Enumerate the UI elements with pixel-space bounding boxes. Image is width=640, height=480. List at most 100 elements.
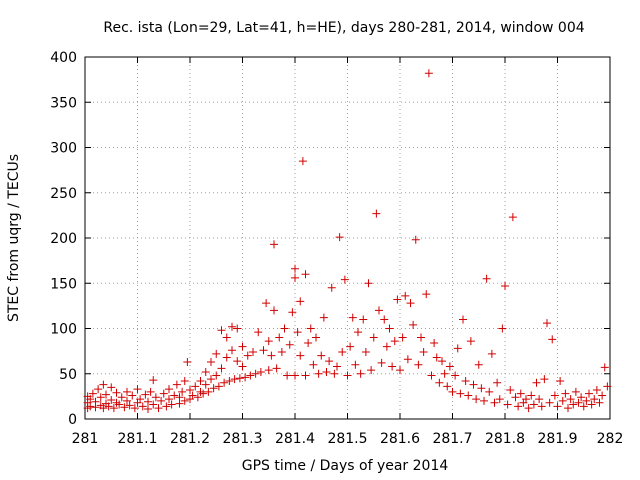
data-point (267, 351, 276, 360)
data-point (322, 367, 331, 376)
data-point (485, 387, 494, 396)
data-point (186, 386, 194, 395)
data-point (138, 402, 147, 411)
data-point (461, 376, 470, 385)
data-point (579, 402, 588, 411)
data-point (364, 279, 373, 288)
data-point (146, 387, 155, 396)
data-point (388, 362, 397, 371)
data-point (183, 357, 192, 366)
data-point (304, 338, 313, 347)
data-point (493, 378, 502, 387)
data-point (438, 357, 446, 366)
data-point (435, 378, 444, 387)
y-tick-label: 300 (50, 141, 77, 157)
data-point (516, 389, 525, 398)
data-point (162, 402, 171, 411)
data-point (487, 349, 496, 358)
data-point (464, 391, 473, 400)
data-point (165, 385, 173, 394)
data-point (346, 342, 355, 351)
data-point (254, 328, 263, 337)
y-tick-label: 0 (68, 412, 77, 428)
data-point (380, 315, 389, 324)
data-point (228, 322, 236, 331)
data-point (556, 376, 565, 385)
x-tick-label: 281.5 (327, 431, 367, 447)
data-point (123, 396, 131, 405)
data-point (262, 299, 271, 308)
x-tick-label: 281.6 (380, 431, 420, 447)
data-point (159, 389, 168, 398)
data-point (600, 363, 609, 372)
data-point (291, 264, 299, 273)
data-point (249, 348, 257, 357)
data-point (212, 371, 221, 380)
data-point (524, 404, 533, 413)
data-point (270, 306, 278, 315)
data-point (191, 382, 200, 391)
data-point (377, 358, 386, 367)
data-point (540, 375, 549, 384)
data-point (228, 346, 236, 355)
data-point (136, 395, 145, 404)
data-point (301, 270, 310, 279)
data-point (217, 326, 226, 335)
x-tick-label: 281.3 (222, 431, 262, 447)
data-point (285, 340, 294, 349)
data-point (482, 274, 491, 283)
data-point (109, 404, 118, 413)
data-point (270, 240, 278, 249)
data-point (453, 344, 462, 353)
data-point (550, 391, 559, 400)
y-tick-label: 150 (50, 276, 77, 292)
data-point (537, 402, 546, 411)
data-point (151, 393, 160, 402)
data-point (96, 393, 105, 402)
data-point (180, 376, 189, 385)
data-point (506, 386, 515, 395)
data-point (217, 364, 226, 373)
data-point (246, 371, 255, 380)
data-point (432, 353, 441, 362)
data-point (107, 395, 116, 404)
data-point (459, 315, 467, 324)
x-tick-label: 282 (597, 431, 624, 447)
data-point (225, 376, 234, 385)
data-point (233, 357, 242, 366)
data-point (259, 346, 268, 355)
data-point (527, 391, 536, 400)
data-point (511, 393, 520, 402)
data-point (120, 403, 129, 412)
data-point (472, 395, 481, 404)
data-point (440, 369, 449, 378)
data-point (309, 360, 318, 369)
data-point (359, 315, 368, 324)
data-point (199, 389, 208, 398)
data-point (275, 333, 284, 342)
data-point (128, 391, 137, 400)
data-point (535, 395, 544, 404)
data-point (430, 338, 439, 347)
data-point (293, 328, 302, 337)
data-point (330, 369, 339, 378)
data-point (86, 402, 95, 411)
data-point (280, 324, 289, 333)
y-tick-label: 100 (50, 322, 77, 338)
data-point (86, 395, 95, 404)
data-point (149, 400, 158, 409)
data-point (406, 299, 415, 308)
data-point (178, 387, 187, 396)
data-point (401, 291, 410, 300)
data-point (167, 400, 176, 409)
data-point (343, 371, 352, 380)
x-axis-label: GPS time / Days of year 2014 (242, 458, 449, 474)
data-point (317, 351, 326, 360)
data-point (107, 383, 116, 392)
data-point (238, 342, 247, 351)
data-point (94, 385, 103, 394)
data-point (443, 382, 452, 391)
data-point (238, 362, 247, 371)
data-point (175, 393, 184, 402)
data-point (448, 387, 457, 396)
